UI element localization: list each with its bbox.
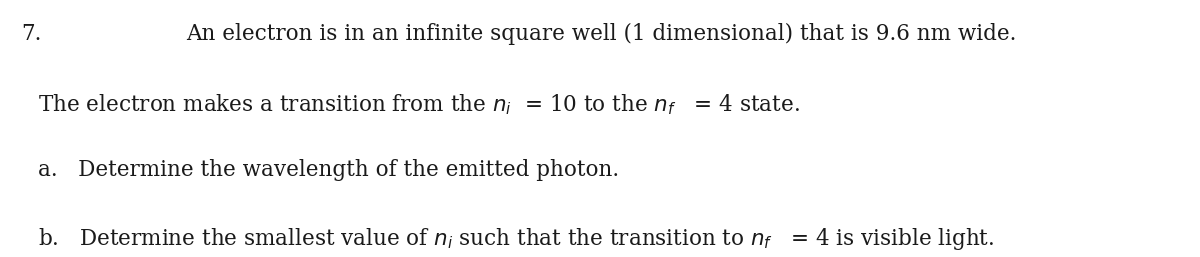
Text: b.   Determine the smallest value of $n_i$ such that the transition to $n_f$   =: b. Determine the smallest value of $n_i$… xyxy=(38,226,995,252)
Text: 7.: 7. xyxy=(22,23,42,45)
Text: An electron is in an infinite square well (1 dimensional) that is 9.6 nm wide.: An electron is in an infinite square wel… xyxy=(186,23,1016,45)
Text: a.   Determine the wavelength of the emitted photon.: a. Determine the wavelength of the emitt… xyxy=(38,159,619,181)
Text: The electron makes a transition from the $n_i$  = 10 to the $n_f$   = 4 state.: The electron makes a transition from the… xyxy=(38,93,800,117)
